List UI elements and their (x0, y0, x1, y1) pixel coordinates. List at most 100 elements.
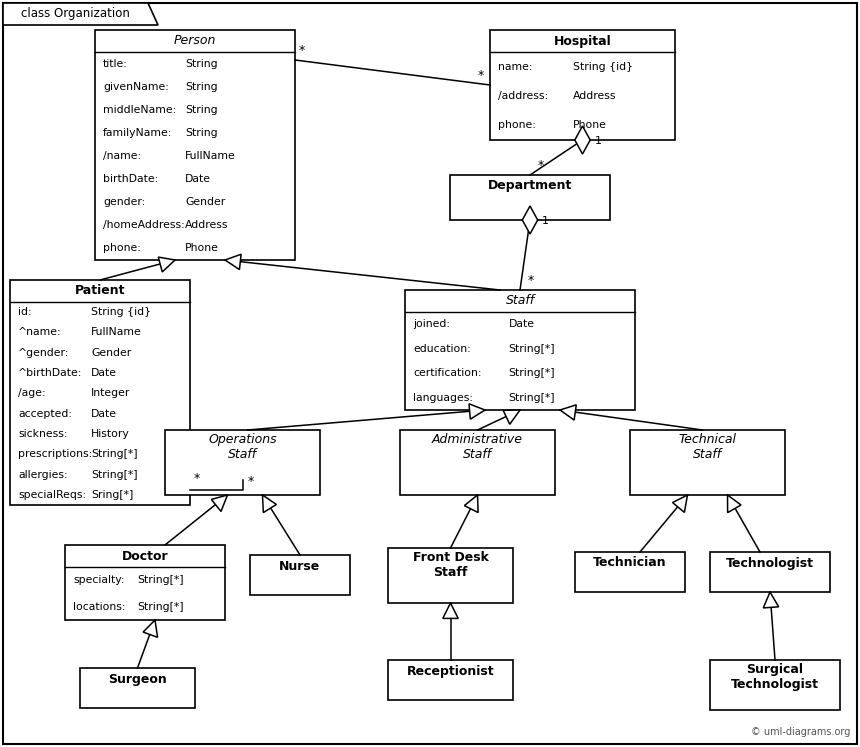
Text: Date: Date (508, 319, 535, 329)
Text: String: String (185, 105, 218, 115)
Polygon shape (262, 495, 276, 512)
Polygon shape (728, 495, 741, 512)
Text: class Organization: class Organization (21, 7, 130, 20)
Text: Person: Person (174, 34, 216, 48)
Text: Receptionist: Receptionist (407, 665, 494, 678)
Text: © uml-diagrams.org: © uml-diagrams.org (751, 727, 850, 737)
Bar (65, 545, 225, 620)
Text: *: * (478, 69, 484, 82)
Text: Technician: Technician (593, 557, 666, 569)
Text: String: String (185, 81, 218, 92)
Text: String[*]: String[*] (508, 344, 555, 354)
Text: String: String (185, 58, 218, 69)
Text: String[*]: String[*] (508, 393, 555, 403)
Text: phone:: phone: (498, 120, 536, 130)
Text: String[*]: String[*] (91, 449, 138, 459)
Text: education:: education: (413, 344, 470, 354)
Text: History: History (91, 429, 130, 439)
Text: /age:: /age: (18, 388, 46, 398)
Text: Date: Date (185, 174, 211, 184)
Text: Department: Department (488, 179, 572, 193)
Text: sickness:: sickness: (18, 429, 67, 439)
Text: /homeAddress:: /homeAddress: (103, 220, 185, 230)
Text: phone:: phone: (103, 244, 141, 253)
Text: String[*]: String[*] (91, 470, 138, 480)
Text: *: * (538, 159, 544, 172)
Polygon shape (464, 495, 478, 512)
Polygon shape (764, 592, 778, 608)
Bar (630, 430, 785, 495)
Text: Phone: Phone (185, 244, 219, 253)
Text: Surgeon: Surgeon (108, 672, 167, 686)
Text: allergies:: allergies: (18, 470, 68, 480)
Text: 1: 1 (542, 216, 549, 226)
Text: Staff: Staff (506, 294, 535, 308)
Text: Phone: Phone (574, 120, 607, 130)
Bar (450, 175, 610, 220)
Text: /name:: /name: (103, 151, 141, 161)
Text: ^birthDate:: ^birthDate: (18, 368, 83, 378)
Text: birthDate:: birthDate: (103, 174, 158, 184)
Text: joined:: joined: (413, 319, 450, 329)
Text: Front Desk
Staff: Front Desk Staff (413, 551, 488, 579)
Text: Administrative
Staff: Administrative Staff (432, 433, 523, 461)
Text: gender:: gender: (103, 197, 145, 207)
Text: languages:: languages: (413, 393, 473, 403)
Text: familyName:: familyName: (103, 128, 172, 138)
Text: 1: 1 (594, 136, 601, 146)
Text: /address:: /address: (498, 91, 548, 101)
Polygon shape (3, 3, 158, 25)
Text: FullName: FullName (91, 327, 142, 338)
Text: Patient: Patient (75, 285, 126, 297)
Text: ^name:: ^name: (18, 327, 62, 338)
Text: name:: name: (498, 62, 532, 72)
Bar (575, 552, 685, 592)
Polygon shape (560, 405, 576, 420)
Text: specialty:: specialty: (73, 575, 125, 585)
Polygon shape (673, 495, 687, 512)
Text: title:: title: (103, 58, 128, 69)
Bar (250, 555, 350, 595)
Text: Doctor: Doctor (121, 550, 169, 562)
Text: Address: Address (574, 91, 617, 101)
Text: Hospital: Hospital (554, 34, 611, 48)
Polygon shape (212, 495, 228, 512)
Text: String: String (185, 128, 218, 138)
Text: givenName:: givenName: (103, 81, 169, 92)
Text: Technical
Staff: Technical Staff (679, 433, 736, 461)
Text: locations:: locations: (73, 602, 126, 612)
Text: prescriptions:: prescriptions: (18, 449, 92, 459)
Text: Gender: Gender (91, 348, 132, 358)
Text: FullName: FullName (185, 151, 236, 161)
Text: Nurse: Nurse (280, 560, 321, 572)
Text: Address: Address (185, 220, 229, 230)
Bar (405, 290, 635, 410)
Text: String[*]: String[*] (137, 575, 184, 585)
Bar (388, 660, 513, 700)
Bar (95, 30, 295, 260)
Text: id:: id: (18, 307, 32, 317)
Text: Integer: Integer (91, 388, 131, 398)
Bar (710, 660, 840, 710)
Text: *: * (299, 44, 305, 57)
Polygon shape (143, 620, 157, 637)
Text: *: * (194, 472, 200, 485)
Text: *: * (528, 274, 534, 287)
Text: Date: Date (91, 368, 117, 378)
Text: String[*]: String[*] (508, 368, 555, 378)
Polygon shape (503, 410, 520, 424)
Bar (710, 552, 830, 592)
Text: Technologist: Technologist (726, 557, 814, 569)
Text: Gender: Gender (185, 197, 225, 207)
Polygon shape (574, 126, 590, 154)
Bar (10, 280, 190, 505)
Bar (388, 548, 513, 603)
Text: Operations
Staff: Operations Staff (208, 433, 277, 461)
Bar (490, 30, 675, 140)
Text: accepted:: accepted: (18, 409, 72, 418)
Bar (165, 430, 320, 495)
Text: Sring[*]: Sring[*] (91, 490, 133, 500)
Polygon shape (225, 254, 241, 270)
Text: String[*]: String[*] (137, 602, 184, 612)
Text: String {id}: String {id} (574, 62, 633, 72)
